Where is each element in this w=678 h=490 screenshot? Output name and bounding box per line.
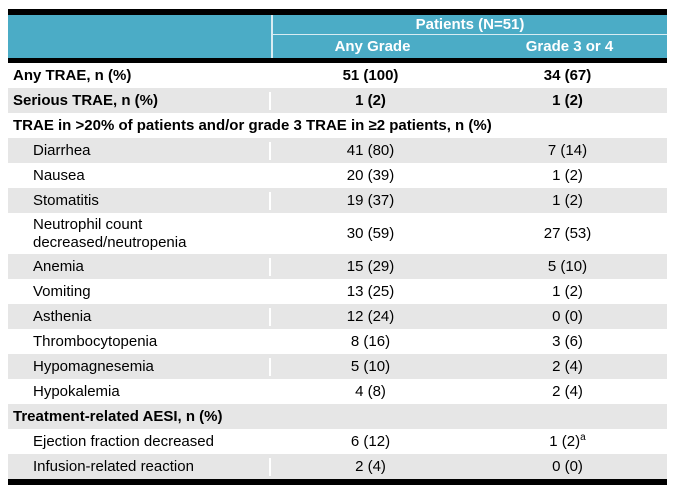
row-label: Asthenia	[8, 307, 271, 326]
header-empty-cell	[8, 15, 273, 35]
any-grade-value: 19 (37)	[346, 192, 395, 209]
grade-3-or-4-value: 1 (2)	[552, 192, 583, 209]
any-grade-value: 51 (100)	[342, 67, 399, 84]
grade-3-or-4-value: 5 (10)	[547, 258, 588, 275]
column-header-grade-3-or-4: Grade 3 or 4	[525, 38, 614, 55]
table-row: Infusion-related reaction 2 (4) 0 (0)	[8, 454, 667, 479]
grade-3-or-4-value: 2 (4)	[552, 383, 583, 400]
footnote-marker: a	[580, 432, 586, 443]
row-label: Thrombocytopenia	[8, 332, 271, 351]
row-label: Neutrophil count decreased/neutropenia	[8, 215, 271, 252]
any-grade-value: 2 (4)	[355, 458, 386, 475]
grade-3-or-4-value: 34 (67)	[543, 67, 592, 84]
grade-3-or-4-value: 1 (2)	[552, 167, 583, 184]
section-header-label: Treatment-related AESI, n (%)	[13, 408, 223, 425]
table-row: Thrombocytopenia 8 (16) 3 (6)	[8, 329, 667, 354]
any-grade-value: 20 (39)	[346, 167, 395, 184]
row-label: Serious TRAE, n (%)	[8, 91, 271, 110]
row-label: Nausea	[8, 166, 271, 185]
header-empty-cell	[8, 35, 273, 58]
grade-3-or-4-value: 0 (0)	[552, 308, 583, 325]
table-row: Ejection fraction decreased 6 (12) 1 (2)a	[8, 429, 667, 454]
table-row: Serious TRAE, n (%) 1 (2) 1 (2)	[8, 88, 667, 113]
any-grade-value: 6 (12)	[350, 433, 391, 450]
column-header-any-grade: Any Grade	[334, 38, 411, 55]
grade-3-or-4-value: 27 (53)	[543, 225, 592, 242]
row-label: Infusion-related reaction	[8, 457, 271, 476]
table-row: Anemia 15 (29) 5 (10)	[8, 254, 667, 279]
grade-3-or-4-value: 3 (6)	[552, 333, 583, 350]
table-row: Neutrophil count decreased/neutropenia 30…	[8, 213, 667, 254]
any-grade-value: 30 (59)	[346, 225, 395, 242]
header-group-row: Patients (N=51)	[8, 15, 667, 35]
table-row: Nausea 20 (39) 1 (2)	[8, 163, 667, 188]
grade-3-or-4-value: 1 (2)	[552, 92, 583, 109]
row-label: Stomatitis	[8, 191, 271, 210]
table-row: Any TRAE, n (%) 51 (100) 34 (67)	[8, 63, 667, 88]
table-header: Patients (N=51) Any Grade Grade 3 or 4	[8, 15, 667, 63]
row-label: Hypokalemia	[8, 382, 271, 401]
any-grade-value: 1 (2)	[355, 92, 386, 109]
row-label: Any TRAE, n (%)	[8, 66, 271, 85]
table-row: Treatment-related AESI, n (%)	[8, 404, 667, 429]
table-body: Any TRAE, n (%) 51 (100) 34 (67) Serious TR…	[8, 63, 667, 479]
trae-table: Patients (N=51) Any Grade Grade 3 or 4 A…	[8, 9, 667, 485]
any-grade-value: 13 (25)	[346, 283, 395, 300]
patients-group-header: Patients (N=51)	[273, 15, 667, 35]
grade-3-or-4-value: 2 (4)	[552, 358, 583, 375]
row-label: Ejection fraction decreased	[8, 432, 271, 451]
row-label: Diarrhea	[8, 141, 271, 160]
table-row: Asthenia 12 (24) 0 (0)	[8, 304, 667, 329]
table-row: Hypokalemia 4 (8) 2 (4)	[8, 379, 667, 404]
grade-3-or-4-value: 1 (2)a	[549, 432, 586, 451]
table-row: Hypomagnesemia 5 (10) 2 (4)	[8, 354, 667, 379]
any-grade-value: 12 (24)	[346, 308, 395, 325]
grade-3-or-4-value: 0 (0)	[552, 458, 583, 475]
any-grade-value: 5 (10)	[350, 358, 391, 375]
any-grade-value: 15 (29)	[346, 258, 395, 275]
grade-3-or-4-value: 1 (2)	[552, 283, 583, 300]
header-columns-row: Any Grade Grade 3 or 4	[8, 35, 667, 58]
any-grade-value: 41 (80)	[346, 142, 395, 159]
row-label: Hypomagnesemia	[8, 357, 271, 376]
any-grade-value: 8 (16)	[350, 333, 391, 350]
row-label: Vomiting	[8, 282, 271, 301]
section-header-label: TRAE in >20% of patients and/or grade 3 …	[13, 117, 492, 134]
row-label: Anemia	[8, 257, 271, 276]
table-row: TRAE in >20% of patients and/or grade 3 …	[8, 113, 667, 138]
table-row: Vomiting 13 (25) 1 (2)	[8, 279, 667, 304]
grade-3-or-4-value: 7 (14)	[547, 142, 588, 159]
any-grade-value: 4 (8)	[355, 383, 386, 400]
table-row: Stomatitis 19 (37) 1 (2)	[8, 188, 667, 213]
table-row: Diarrhea 41 (80) 7 (14)	[8, 138, 667, 163]
